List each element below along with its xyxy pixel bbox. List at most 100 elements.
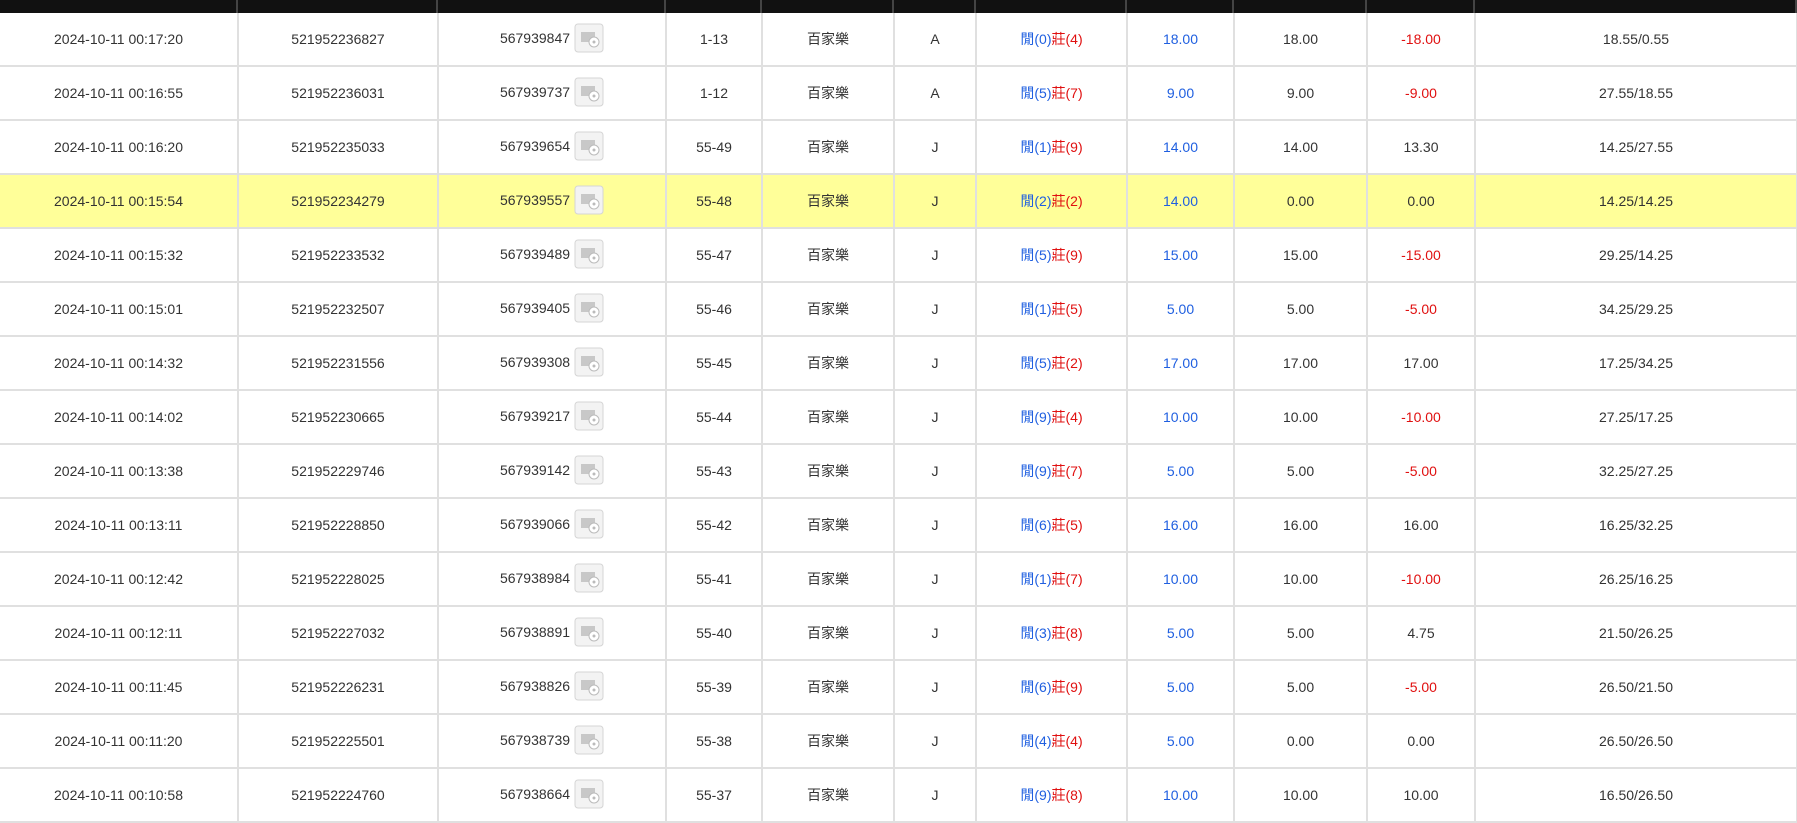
replay-icon[interactable]	[574, 509, 604, 542]
result-cell: 閒(6)莊(9)	[976, 660, 1128, 715]
banker-result: 莊(4)	[1051, 409, 1083, 425]
balance: 14.25/14.25	[1599, 193, 1673, 209]
balance: 26.50/26.50	[1599, 733, 1673, 749]
table-code: J	[931, 571, 939, 587]
bet-id: 521952233532	[291, 247, 385, 263]
shoe-round-cell: 55-45	[666, 336, 763, 391]
banker-result: 莊(2)	[1051, 355, 1083, 371]
valid-bet: 10.00	[1282, 409, 1319, 425]
bet-id: 521952231556	[291, 355, 385, 371]
replay-icon[interactable]	[574, 77, 604, 110]
shoe-round-cell: 55-48	[666, 174, 763, 229]
table-row: 2024-10-11 00:10:58 521952224760 567938664…	[0, 768, 1797, 823]
round-id: 567939308	[499, 353, 571, 370]
bet-id-cell: 521952235033	[238, 120, 439, 175]
replay-icon[interactable]	[574, 347, 604, 380]
round-id: 567938984	[499, 569, 571, 586]
bet-id-cell: 521952236827	[238, 13, 439, 67]
round-id-cell: 567939308	[438, 336, 667, 391]
replay-icon[interactable]	[574, 671, 604, 704]
win-loss: -5.00	[1405, 301, 1437, 317]
bet-amount: 14.00	[1162, 193, 1199, 209]
game-name-cell: 百家樂	[762, 66, 895, 121]
result-cell: 閒(9)莊(8)	[976, 768, 1128, 823]
game-name: 百家樂	[807, 247, 849, 263]
game-name: 百家樂	[807, 301, 849, 317]
game-name: 百家樂	[807, 409, 849, 425]
round-id: 567939405	[499, 299, 571, 316]
table-code-cell: J	[894, 336, 977, 391]
balance: 26.50/21.50	[1599, 679, 1673, 695]
bet-id: 521952236031	[291, 85, 385, 101]
bet-amount: 5.00	[1166, 463, 1195, 479]
shoe-round: 1-12	[699, 85, 729, 101]
bet-time: 2024-10-11 00:16:20	[54, 139, 183, 155]
table-row: 2024-10-11 00:11:45 521952226231 567938826…	[0, 660, 1797, 715]
round-id: 567939142	[499, 461, 571, 478]
shoe-round: 1-13	[699, 31, 729, 47]
valid-bet-cell: 17.00	[1234, 336, 1368, 391]
replay-icon[interactable]	[574, 455, 604, 488]
game-name-cell: 百家樂	[762, 120, 895, 175]
player-result: 閒(6)	[1020, 517, 1052, 533]
win-loss: -5.00	[1405, 463, 1437, 479]
game-name: 百家樂	[807, 355, 849, 371]
round-id-cell: 567939489	[438, 228, 667, 283]
win-loss-cell: 13.30	[1367, 120, 1476, 175]
bet-id: 521952228025	[291, 571, 385, 587]
round-id: 567939066	[499, 515, 571, 532]
shoe-round-cell: 55-43	[666, 444, 763, 499]
table-code: J	[931, 463, 939, 479]
bet-time: 2024-10-11 00:12:11	[54, 625, 183, 641]
replay-icon[interactable]	[574, 725, 604, 758]
header-cell	[976, 0, 1127, 13]
banker-result: 莊(8)	[1051, 787, 1083, 803]
header-cell	[1367, 0, 1475, 13]
replay-icon[interactable]	[574, 23, 604, 56]
replay-icon[interactable]	[574, 401, 604, 434]
bet-time-cell: 2024-10-11 00:17:20	[0, 13, 239, 67]
bet-time-cell: 2024-10-11 00:13:11	[0, 498, 239, 553]
bet-amount-cell: 14.00	[1127, 120, 1235, 175]
balance: 32.25/27.25	[1599, 463, 1673, 479]
game-name: 百家樂	[807, 193, 849, 209]
replay-icon[interactable]	[574, 563, 604, 596]
round-id: 567938664	[499, 785, 571, 802]
game-name-cell: 百家樂	[762, 13, 895, 67]
game-name-cell: 百家樂	[762, 552, 895, 607]
table-row: 2024-10-11 00:15:32 521952233532 567939489…	[0, 228, 1797, 283]
result-cell: 閒(5)莊(7)	[976, 66, 1128, 121]
round-id-cell: 567939217	[438, 390, 667, 445]
bet-amount-cell: 17.00	[1127, 336, 1235, 391]
bet-time: 2024-10-11 00:15:01	[54, 301, 183, 317]
win-loss-cell: -5.00	[1367, 282, 1476, 337]
bet-id: 521952228850	[291, 517, 385, 533]
valid-bet: 5.00	[1286, 625, 1315, 641]
bet-amount-cell: 15.00	[1127, 228, 1235, 283]
table-row: 2024-10-11 00:13:38 521952229746 567939142…	[0, 444, 1797, 499]
table-code: J	[931, 517, 939, 533]
bet-time-cell: 2024-10-11 00:13:38	[0, 444, 239, 499]
banker-result: 莊(7)	[1051, 85, 1083, 101]
replay-icon[interactable]	[574, 779, 604, 812]
round-id-cell: 567939405	[438, 282, 667, 337]
banker-result: 莊(2)	[1051, 193, 1083, 209]
replay-icon[interactable]	[574, 239, 604, 272]
win-loss: -15.00	[1401, 247, 1441, 263]
bet-amount: 18.00	[1162, 31, 1199, 47]
bet-amount: 17.00	[1162, 355, 1199, 371]
game-name: 百家樂	[807, 571, 849, 587]
replay-icon[interactable]	[574, 617, 604, 650]
replay-icon[interactable]	[574, 293, 604, 326]
replay-icon[interactable]	[574, 185, 604, 218]
bet-id-cell: 521952230665	[238, 390, 439, 445]
balance-cell: 27.25/17.25	[1475, 390, 1797, 445]
replay-icon[interactable]	[574, 131, 604, 164]
round-id-cell: 567939066	[438, 498, 667, 553]
win-loss-cell: -18.00	[1367, 13, 1476, 67]
win-loss-cell: 16.00	[1367, 498, 1476, 553]
win-loss-cell: -5.00	[1367, 444, 1476, 499]
win-loss: -18.00	[1401, 31, 1441, 47]
shoe-round: 55-37	[696, 787, 732, 803]
table-row: 2024-10-11 00:14:02 521952230665 567939217…	[0, 390, 1797, 445]
